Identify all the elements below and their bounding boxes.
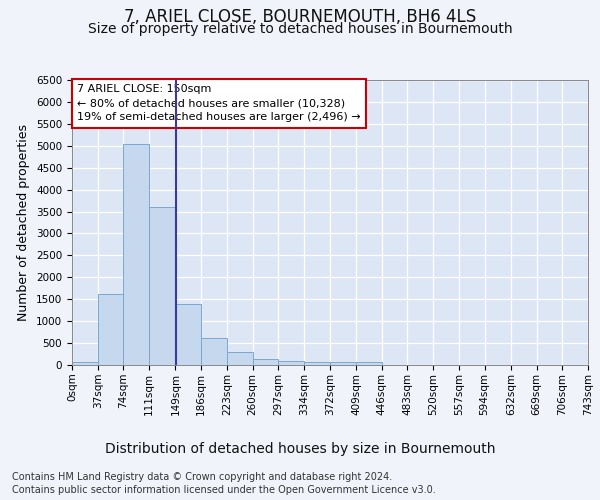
Bar [98,294,124,365]
Bar [227,352,253,365]
Bar [149,207,175,365]
Y-axis label: Number of detached properties: Number of detached properties [17,124,31,321]
Text: Contains HM Land Registry data © Crown copyright and database right 2024.: Contains HM Land Registry data © Crown c… [12,472,392,482]
Bar [124,144,149,365]
Bar [331,362,356,365]
Bar [201,338,227,365]
Text: Distribution of detached houses by size in Bournemouth: Distribution of detached houses by size … [105,442,495,456]
Bar [175,304,201,365]
Bar [72,362,98,365]
Text: 7 ARIEL CLOSE: 150sqm
← 80% of detached houses are smaller (10,328)
19% of semi-: 7 ARIEL CLOSE: 150sqm ← 80% of detached … [77,84,361,122]
Text: Contains public sector information licensed under the Open Government Licence v3: Contains public sector information licen… [12,485,436,495]
Text: Size of property relative to detached houses in Bournemouth: Size of property relative to detached ho… [88,22,512,36]
Bar [304,362,331,365]
Bar [356,362,382,365]
Bar [253,359,278,365]
Bar [278,360,304,365]
Text: 7, ARIEL CLOSE, BOURNEMOUTH, BH6 4LS: 7, ARIEL CLOSE, BOURNEMOUTH, BH6 4LS [124,8,476,26]
